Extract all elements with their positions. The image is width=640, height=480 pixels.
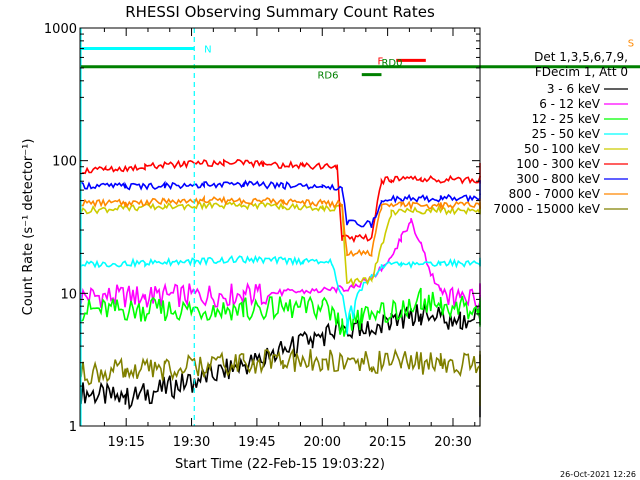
legend-label-0: 3 - 6 keV	[547, 82, 601, 96]
flag-label-0: N	[204, 45, 211, 56]
chart-title: RHESSI Observing Summary Count Rates	[125, 3, 435, 21]
legend-label-6: 300 - 800 keV	[516, 172, 600, 186]
axes: 1 10 100 1000 19:15 19:30 19:45 20:00 20:15 20:30	[44, 22, 480, 450]
legend-label-1: 6 - 12 keV	[539, 97, 601, 111]
y-tick-label-2: 100	[52, 155, 77, 170]
legend-label-4: 50 - 100 keV	[524, 142, 601, 156]
y-tick-label-3: 1000	[44, 22, 77, 37]
flag-label-5: RD6	[317, 71, 338, 82]
legend-header-0: Det 1,3,5,6,7,9,	[534, 50, 628, 64]
x-tick-label-2: 19:45	[238, 435, 275, 450]
x-tick-label-1: 19:30	[173, 435, 210, 450]
flag-label-4: RD0	[381, 58, 402, 69]
x-tick-label-5: 20:30	[434, 435, 471, 450]
y-tick-label-0: 1	[69, 420, 77, 435]
legend-label-5: 100 - 300 keV	[516, 157, 600, 171]
flag-label-2: S	[628, 38, 634, 49]
y-axis-label: Count Rate (s⁻¹ detector⁻¹)	[21, 139, 36, 316]
plot-frame	[79, 27, 481, 427]
x-tick-label-4: 20:15	[369, 435, 406, 450]
footer-timestamp: 26-Oct-2021 12:26	[560, 470, 636, 479]
legend-label-8: 7000 - 15000 keV	[493, 202, 600, 216]
legend-header-1: FDecim 1, Att 0	[535, 65, 628, 79]
legend: Det 1,3,5,6,7,9,FDecim 1, Att 0 3 - 6 keV…	[493, 50, 628, 216]
x-tick-label-0: 19:15	[107, 435, 144, 450]
legend-label-2: 12 - 25 keV	[532, 112, 601, 126]
legend-label-7: 800 - 7000 keV	[509, 187, 601, 201]
legend-label-3: 25 - 50 keV	[532, 127, 601, 141]
flag-label-3: F	[378, 56, 384, 67]
y-tick-label-1: 10	[60, 287, 77, 302]
x-axis-label: Start Time (22-Feb-15 19:03:22)	[175, 457, 385, 472]
x-tick-label-3: 20:00	[304, 435, 341, 450]
